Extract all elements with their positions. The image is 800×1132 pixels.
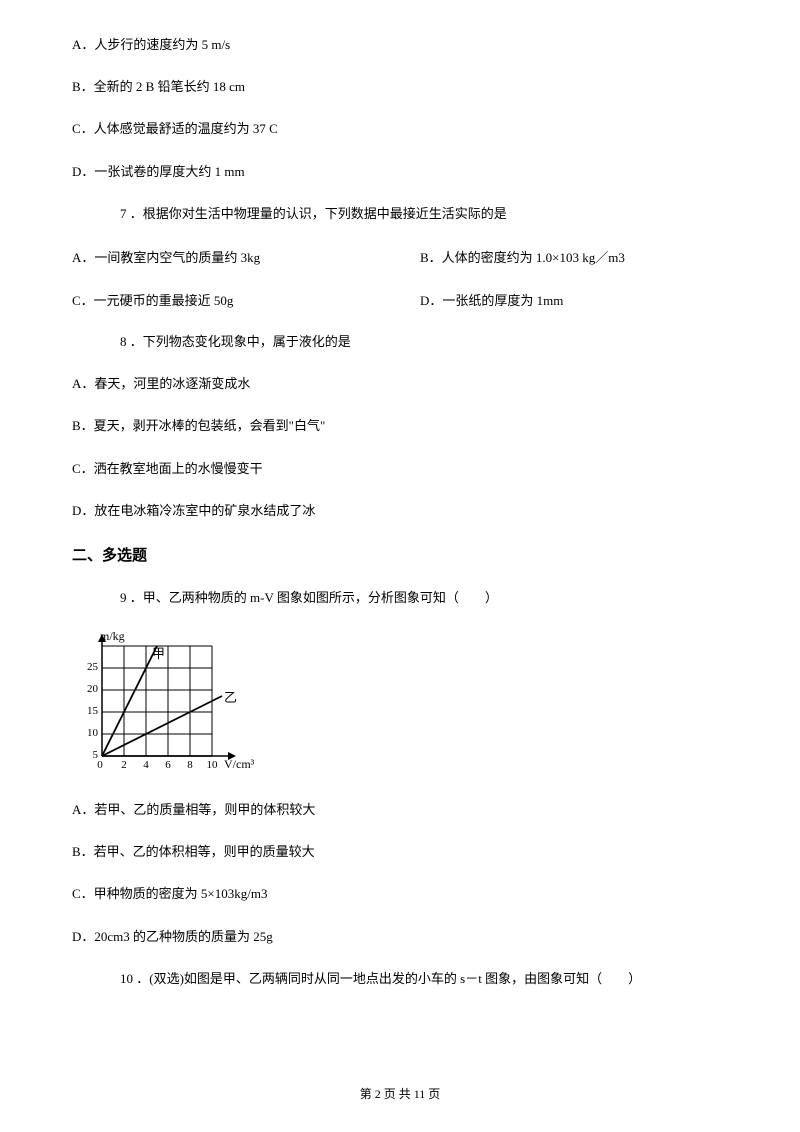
q8-option-d: D．放在电冰箱冷冻室中的矿泉水结成了冰 bbox=[72, 502, 728, 520]
page-footer: 第 2 页 共 11 页 bbox=[0, 1085, 800, 1102]
q9-option-a: A．若甲、乙的质量相等，则甲的体积较大 bbox=[72, 801, 728, 819]
option-b: B．全新的 2 B 铅笔长约 18 cm bbox=[72, 78, 728, 96]
ytick-20: 20 bbox=[78, 683, 98, 695]
q7-option-a: A．一间教室内空气的质量约 3kg bbox=[72, 247, 380, 266]
xtick-10: 10 bbox=[204, 759, 220, 771]
q7-option-d: D．一张纸的厚度为 1mm bbox=[380, 290, 728, 309]
xtick-4: 4 bbox=[138, 759, 154, 771]
q7-option-b: B．人体的密度约为 1.0×103 kg／m3 bbox=[380, 247, 728, 266]
series-label-yi: 乙 bbox=[224, 687, 237, 706]
chart-xlabel: V/cm³ bbox=[224, 757, 284, 779]
origin-zero: 0 bbox=[92, 759, 108, 771]
series-label-jia: 甲 bbox=[152, 643, 165, 662]
q9-option-c: C．甲种物质的密度为 5×103kg/m3 bbox=[72, 885, 728, 903]
xtick-2: 2 bbox=[116, 759, 132, 771]
question-9: 9 ．甲、乙两种物质的 m-V 图象如图所示，分析图象可知（ ） bbox=[120, 589, 728, 607]
q8-option-b: B．夏天，剥开冰棒的包装纸，会看到"白气" bbox=[72, 417, 728, 435]
xtick-6: 6 bbox=[160, 759, 176, 771]
q7-options-row2: C．一元硬币的重最接近 50g D．一张纸的厚度为 1mm bbox=[72, 290, 728, 309]
section-2-header: 二、多选题 bbox=[72, 544, 728, 565]
question-10: 10 ．(双选)如图是甲、乙两辆同时从同一地点出发的小车的 s－t 图象，由图象… bbox=[120, 970, 728, 988]
option-c: C．人体感觉最舒适的温度约为 37 C bbox=[72, 120, 728, 138]
xtick-8: 8 bbox=[182, 759, 198, 771]
q7-options-row1: A．一间教室内空气的质量约 3kg B．人体的密度约为 1.0×103 kg／m… bbox=[72, 247, 728, 266]
q7-option-c: C．一元硬币的重最接近 50g bbox=[72, 290, 380, 309]
q9-option-d: D．20cm3 的乙种物质的质量为 25g bbox=[72, 928, 728, 946]
ytick-15: 15 bbox=[78, 705, 98, 717]
option-d: D．一张试卷的厚度大约 1 mm bbox=[72, 163, 728, 181]
question-7: 7 ．根据你对生活中物理量的认识，下列数据中最接近生活实际的是 bbox=[120, 205, 728, 223]
option-a: A．人步行的速度约为 5 m/s bbox=[72, 36, 728, 54]
q8-option-a: A．春天，河里的冰逐渐变成水 bbox=[72, 375, 728, 393]
ytick-25: 25 bbox=[78, 661, 98, 673]
question-8: 8 ．下列物态变化现象中，属于液化的是 bbox=[120, 333, 728, 351]
ytick-10: 10 bbox=[78, 727, 98, 739]
chart-ylabel: m/kg bbox=[100, 629, 125, 644]
q8-option-c: C．洒在教室地面上的水慢慢变干 bbox=[72, 460, 728, 478]
q9-chart: m/kg bbox=[72, 631, 272, 781]
q9-option-b: B．若甲、乙的体积相等，则甲的质量较大 bbox=[72, 843, 728, 861]
